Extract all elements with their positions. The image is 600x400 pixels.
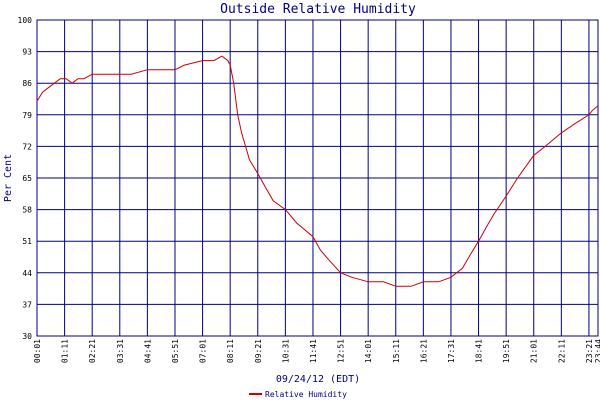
x-tick-label: 17:31: [447, 339, 456, 363]
x-tick-label: 15:11: [392, 339, 401, 363]
chart-title: Outside Relative Humidity: [220, 2, 416, 17]
x-tick-label: 23:44: [594, 339, 600, 363]
series-line-relative-humidity: [36, 55, 599, 287]
x-tick-label: 03:31: [116, 339, 125, 363]
x-tick-label: 21:01: [530, 339, 539, 363]
x-tick-labels: 00:01 01:11 02:21 03:31 04:41 05:51 07:01 08:11…: [33, 339, 600, 363]
y-tick-label: 100: [18, 16, 33, 25]
legend-label: Relative Humidity: [265, 390, 347, 399]
x-tick-label: 22:11: [557, 339, 566, 363]
y-tick-labels: 30 37 44 51 58 65 72 79 86 93 100: [18, 16, 33, 341]
y-tick-label: 93: [22, 48, 32, 57]
y-tick-label: 65: [22, 174, 32, 183]
y-tick-label: 30: [22, 332, 32, 341]
x-tick-label: 04:41: [143, 339, 152, 363]
x-tick-label: 18:41: [475, 339, 484, 363]
y-tick-label: 86: [22, 79, 32, 88]
x-tick-label: 16:21: [419, 339, 428, 363]
x-tick-label: 02:21: [88, 339, 97, 363]
y-tick-label: 72: [22, 142, 32, 151]
x-tick-label: 05:51: [171, 339, 180, 363]
y-tick-label: 37: [22, 300, 32, 309]
y-tick-label: 79: [22, 111, 32, 120]
x-tick-label: 00:01: [33, 339, 42, 363]
x-tick-label: 14:01: [364, 339, 373, 363]
x-tick-label: 08:11: [226, 339, 235, 363]
x-tick-label: 10:31: [281, 339, 290, 363]
y-tick-label: 44: [22, 269, 32, 278]
x-axis-label: 09/24/12 (EDT): [276, 374, 360, 385]
grid-lines: [36, 19, 599, 337]
y-axis-label: Per Cent: [3, 154, 14, 202]
x-tick-label: 01:11: [61, 339, 70, 363]
y-tick-label: 51: [22, 237, 32, 246]
x-tick-label: 07:01: [199, 339, 208, 363]
y-tick-label: 58: [22, 206, 32, 215]
x-tick-label: 09:21: [254, 339, 263, 363]
x-tick-label: 11:41: [309, 339, 318, 363]
x-tick-label: 19:51: [502, 339, 511, 363]
x-tick-label: 23:21: [585, 339, 594, 363]
x-tick-label: 12:51: [337, 339, 346, 363]
